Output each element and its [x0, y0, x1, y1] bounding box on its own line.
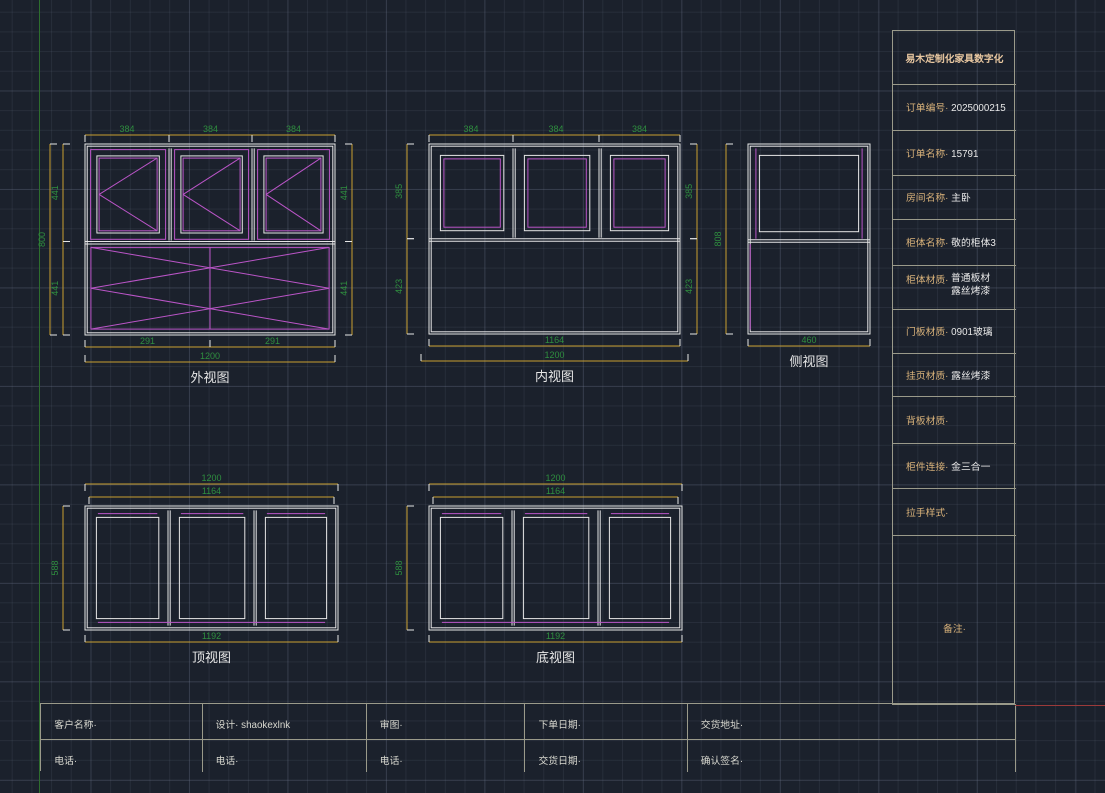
svg-text:384: 384	[286, 124, 301, 134]
svg-text:外视图: 外视图	[190, 370, 229, 385]
svg-text:384: 384	[548, 124, 563, 134]
svg-text:1200: 1200	[545, 473, 565, 483]
svg-text:1164: 1164	[546, 486, 565, 496]
svg-text:1200: 1200	[544, 350, 564, 360]
svg-text:1200: 1200	[200, 351, 220, 361]
svg-text:385: 385	[684, 184, 694, 199]
svg-text:291: 291	[265, 336, 280, 346]
svg-text:底视图: 底视图	[536, 650, 575, 665]
svg-text:384: 384	[463, 124, 478, 134]
svg-text:800: 800	[37, 232, 47, 247]
svg-text:423: 423	[394, 279, 404, 294]
svg-text:588: 588	[50, 560, 60, 575]
svg-text:顶视图: 顶视图	[192, 650, 231, 665]
svg-text:441: 441	[50, 185, 60, 200]
svg-text:1192: 1192	[546, 631, 565, 641]
svg-text:384: 384	[203, 124, 218, 134]
svg-text:385: 385	[394, 184, 404, 199]
svg-text:588: 588	[394, 560, 404, 575]
svg-text:1164: 1164	[544, 335, 563, 345]
svg-text:441: 441	[339, 185, 349, 200]
svg-text:441: 441	[339, 281, 349, 296]
svg-text:1192: 1192	[202, 631, 221, 641]
svg-text:侧视图: 侧视图	[790, 354, 829, 369]
svg-text:384: 384	[119, 124, 134, 134]
svg-text:441: 441	[50, 281, 60, 296]
svg-text:460: 460	[802, 335, 817, 345]
svg-text:291: 291	[140, 336, 155, 346]
svg-text:1164: 1164	[202, 486, 221, 496]
svg-text:1200: 1200	[201, 473, 221, 483]
svg-text:384: 384	[632, 124, 647, 134]
svg-text:808: 808	[713, 231, 723, 246]
svg-text:423: 423	[684, 279, 694, 294]
svg-text:内视图: 内视图	[535, 369, 574, 384]
